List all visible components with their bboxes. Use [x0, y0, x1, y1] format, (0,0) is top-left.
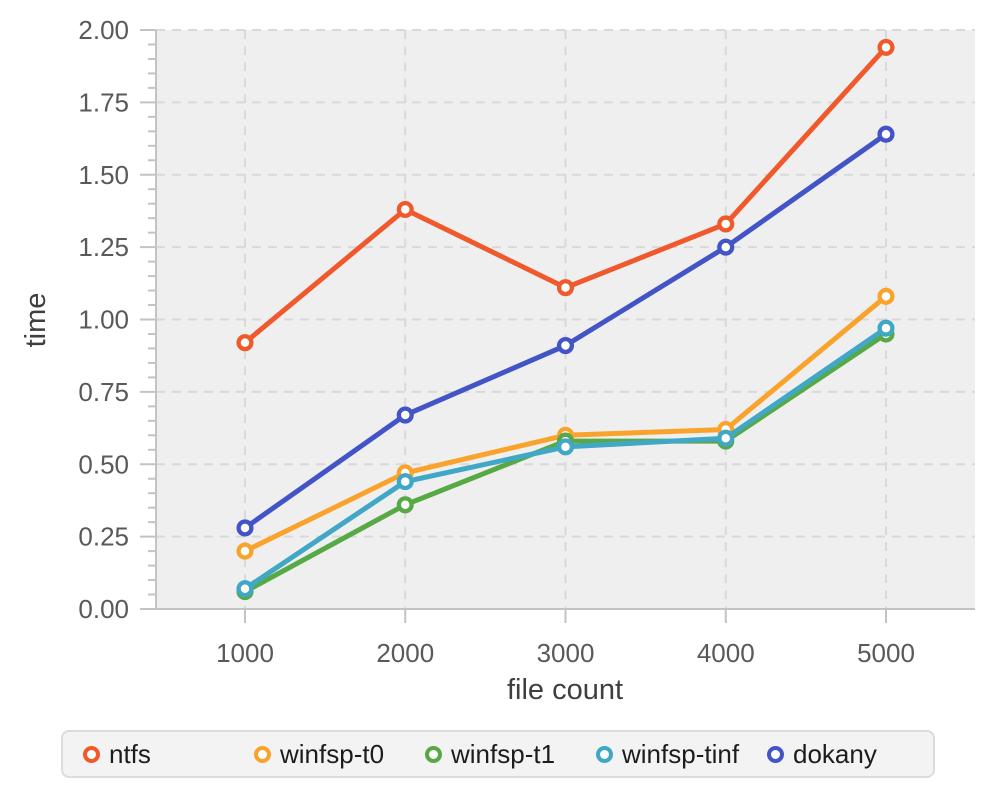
data-point-marker	[396, 200, 414, 219]
x-tick-label: 5000	[857, 638, 915, 668]
data-point-marker	[236, 542, 254, 560]
legend-label: winfsp-t1	[451, 739, 556, 769]
series-winfsp-tinf	[236, 319, 895, 598]
legend-item-winfsp-t0: winfsp-t0	[254, 741, 425, 767]
legend-item-dokany: dokany	[767, 741, 938, 767]
data-point-marker	[877, 287, 895, 305]
x-axis-title: file count	[507, 674, 623, 706]
data-point-marker	[236, 580, 254, 598]
data-point-marker	[556, 279, 575, 297]
data-point-marker	[396, 473, 414, 491]
data-point-marker	[556, 438, 575, 456]
legend-marker-icon	[425, 745, 442, 763]
y-tick-label: 2.00	[78, 15, 129, 45]
legend-marker-icon	[767, 745, 784, 763]
legend-item-winfsp-t1: winfsp-t1	[425, 741, 596, 767]
data-point-marker	[396, 496, 414, 514]
y-tick-label: 0.50	[78, 449, 129, 479]
x-tick-label: 2000	[376, 638, 434, 668]
y-tick-label: 0.25	[78, 522, 129, 552]
legend-marker-icon	[83, 745, 100, 763]
legend-item-ntfs: ntfs	[83, 741, 254, 767]
data-point-marker	[717, 215, 735, 233]
y-tick-label: 0.00	[78, 594, 129, 624]
legend-label: winfsp-t0	[280, 739, 385, 769]
tick-labels: 0.00 0.25 0.50 0.75 1.00 1.25 1.50 1.75 2.00 1000…	[78, 15, 915, 668]
data-point-marker	[877, 125, 895, 143]
data-point-marker	[236, 519, 254, 537]
data-point-marker	[556, 337, 575, 355]
data-point-marker	[717, 238, 735, 256]
legend-label: winfsp-tinf	[622, 739, 740, 769]
legend-label: dokany	[793, 739, 877, 769]
data-point-marker	[877, 38, 895, 56]
x-tick-label: 3000	[537, 638, 595, 668]
legend: ntfs winfsp-t0 winfsp-t1 winfsp-tinf dokany	[61, 730, 935, 778]
y-axis-title: time	[20, 293, 52, 348]
data-point-marker	[236, 334, 254, 352]
legend-marker-icon	[254, 745, 271, 763]
series-ntfs	[236, 38, 895, 352]
data-point-marker	[396, 406, 414, 424]
legend-label: ntfs	[109, 739, 151, 769]
x-tick-label: 4000	[697, 638, 755, 668]
y-tick-label: 1.50	[78, 160, 129, 190]
data-point-marker	[717, 429, 735, 447]
y-tick-label: 1.75	[78, 87, 129, 117]
x-tick-label: 1000	[216, 638, 274, 668]
axes	[140, 29, 975, 623]
legend-marker-icon	[596, 745, 613, 763]
y-tick-label: 0.75	[78, 377, 129, 407]
legend-item-winfsp-tinf: winfsp-tinf	[596, 741, 767, 767]
gridlines	[156, 29, 975, 609]
data-point-marker	[877, 319, 895, 337]
y-tick-label: 1.00	[78, 305, 129, 335]
series-dokany	[236, 125, 895, 537]
y-tick-label: 1.25	[78, 232, 129, 262]
series-lines	[236, 38, 895, 601]
